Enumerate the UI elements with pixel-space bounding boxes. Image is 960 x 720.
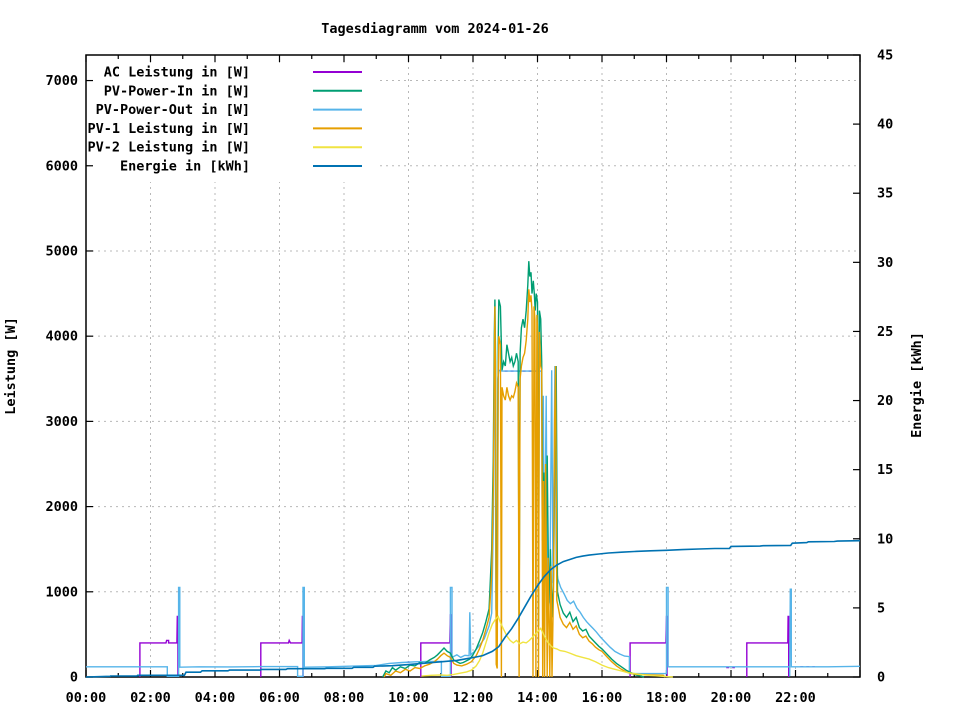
x-tick-label: 22:00	[775, 690, 816, 706]
x-tick-label: 10:00	[388, 690, 429, 706]
series-energie-in-kwh-	[85, 539, 861, 678]
x-tick-label: 08:00	[324, 690, 365, 706]
y-left-tick-label: 7000	[45, 73, 78, 89]
legend-backdrop	[88, 64, 377, 182]
series-ac-leistung-in-w-	[139, 615, 179, 677]
y-left-tick-label: 2000	[45, 499, 78, 515]
axis-tick-labels: 00:00 02:00 04:00 06:00 08:00 10:00 12:00 14:00…	[45, 48, 893, 707]
x-tick-label: 02:00	[130, 690, 171, 706]
axis-ticks	[85, 54, 861, 678]
legend-label: AC Leistung in [W]	[104, 65, 250, 81]
y-left-tick-label: 1000	[45, 584, 78, 600]
legend: AC Leistung in [W] PV-Power-In in [W] PV-P…	[87, 65, 362, 175]
y-right-tick-label: 15	[877, 462, 893, 478]
y-right-tick-label: 20	[877, 393, 893, 409]
y-axis-label-left: Leistung [W]	[3, 317, 19, 415]
y-left-tick-label: 0	[70, 670, 78, 686]
series-pv-2-leistung-in-w-	[421, 615, 673, 678]
series-ac-leistung-in-w-	[420, 614, 452, 677]
y-right-tick-label: 30	[877, 255, 893, 271]
y-right-tick-label: 25	[877, 324, 893, 340]
legend-label: PV-1 Leistung in [W]	[87, 121, 250, 137]
x-tick-label: 14:00	[517, 690, 558, 706]
x-tick-label: 12:00	[453, 690, 494, 706]
y-left-tick-label: 5000	[45, 243, 78, 259]
y-left-tick-label: 4000	[45, 329, 78, 345]
y-right-tick-label: 40	[877, 117, 893, 133]
y-right-tick-label: 45	[877, 48, 893, 64]
series-pv-power-in-in-w-	[382, 261, 645, 678]
x-tick-label: 04:00	[195, 690, 236, 706]
y-right-tick-label: 5	[877, 600, 885, 616]
y-left-tick-label: 6000	[45, 158, 78, 174]
chart-title: Tagesdiagramm vom 2024-01-26	[321, 21, 549, 37]
y-right-tick-label: 35	[877, 186, 893, 202]
y-right-tick-label: 10	[877, 531, 893, 547]
x-tick-label: 00:00	[66, 690, 107, 706]
legend-label: Energie in [kWh]	[120, 159, 250, 175]
y-right-tick-label: 0	[877, 670, 885, 686]
legend-label: PV-Power-Out in [W]	[96, 102, 250, 118]
series-pv-power-out-in-w-	[86, 365, 861, 677]
data-series	[85, 261, 861, 678]
legend-background	[88, 64, 377, 182]
legend-label: PV-Power-In in [W]	[104, 83, 250, 99]
series-ac-leistung-in-w-	[629, 615, 668, 677]
series-pv-1-leistung-in-w-	[383, 289, 666, 678]
x-tick-label: 06:00	[259, 690, 300, 706]
x-tick-label: 16:00	[582, 690, 623, 706]
legend-label: PV-2 Leistung in [W]	[87, 140, 250, 156]
y-left-tick-label: 3000	[45, 414, 78, 430]
x-tick-label: 20:00	[711, 690, 752, 706]
x-tick-label: 18:00	[646, 690, 687, 706]
series-ac-leistung-in-w-	[746, 615, 790, 677]
y-axis-label-right: Energie [kWh]	[909, 332, 925, 438]
